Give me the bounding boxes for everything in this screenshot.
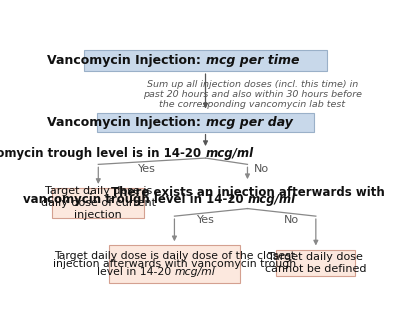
Text: The corresponding vancomycin trough level is in 14-20: The corresponding vancomycin trough leve…: [0, 147, 206, 160]
FancyBboxPatch shape: [84, 51, 327, 71]
Text: Vancomycin Injection:: Vancomycin Injection:: [47, 54, 206, 67]
Text: Target daily dose is
daily dose of current
injection: Target daily dose is daily dose of curre…: [41, 186, 156, 220]
Text: Yes: Yes: [138, 164, 156, 174]
FancyBboxPatch shape: [97, 113, 314, 132]
Text: mcg/ml: mcg/ml: [174, 267, 215, 277]
FancyBboxPatch shape: [109, 245, 240, 283]
Text: level in 14-20: level in 14-20: [97, 267, 174, 277]
FancyBboxPatch shape: [53, 188, 144, 218]
Text: Target daily dose
cannot be defined: Target daily dose cannot be defined: [265, 252, 367, 274]
Text: vancomycin trough level in 14-20: vancomycin trough level in 14-20: [23, 193, 247, 206]
Text: There exists an injection afterwards with: There exists an injection afterwards wit…: [111, 186, 384, 199]
Text: No: No: [284, 215, 298, 225]
FancyBboxPatch shape: [276, 250, 355, 276]
Text: Sum up all injection doses (incl. this time) in
past 20 hours and also within 30: Sum up all injection doses (incl. this t…: [143, 79, 362, 109]
Text: Target daily dose is daily dose of the closest: Target daily dose is daily dose of the c…: [54, 251, 295, 261]
Text: injection afterwards with vancomycin trough: injection afterwards with vancomycin tro…: [53, 259, 296, 269]
Text: mcg per day: mcg per day: [206, 116, 292, 129]
Text: Vancomycin Injection:: Vancomycin Injection:: [47, 116, 206, 129]
Text: mcg/ml: mcg/ml: [247, 193, 296, 206]
Text: mcg per time: mcg per time: [206, 54, 299, 67]
Text: No: No: [254, 164, 269, 174]
Text: Yes: Yes: [196, 215, 215, 225]
Text: mcg/ml: mcg/ml: [206, 147, 254, 160]
